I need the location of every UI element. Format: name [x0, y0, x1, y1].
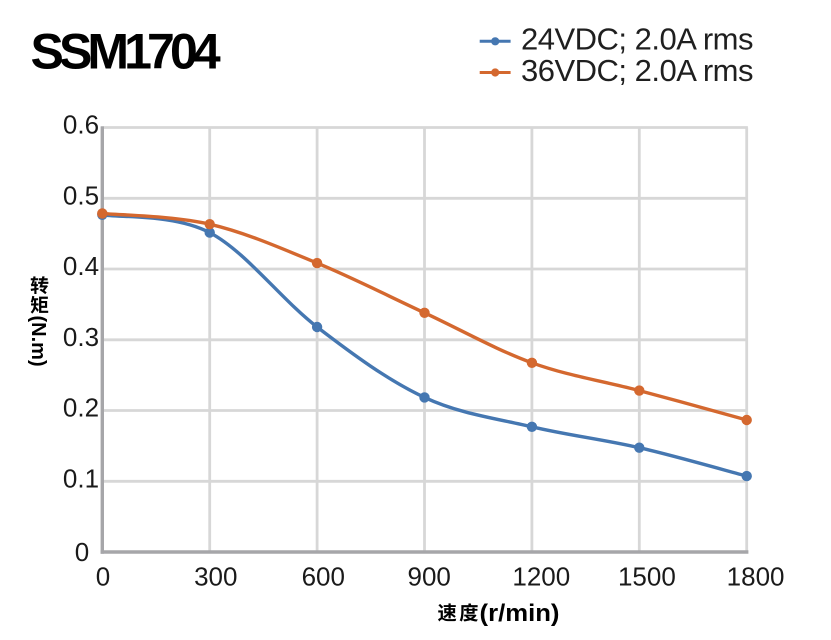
svg-text:(N.m): (N.m): [27, 316, 49, 367]
svg-text:600: 600: [302, 562, 345, 592]
svg-text:1800: 1800: [727, 562, 785, 592]
svg-text:24VDC; 2.0A rms: 24VDC; 2.0A rms: [521, 22, 753, 57]
svg-text:(r/min): (r/min): [480, 600, 560, 627]
svg-text:SSM1704: SSM1704: [31, 24, 221, 80]
svg-text:300: 300: [194, 562, 237, 592]
svg-text:0.3: 0.3: [63, 322, 99, 352]
svg-text:0.6: 0.6: [63, 110, 99, 140]
svg-text:0: 0: [96, 562, 110, 592]
svg-text:1200: 1200: [512, 562, 570, 592]
svg-text:0.5: 0.5: [63, 180, 99, 210]
svg-text:0.4: 0.4: [63, 251, 99, 281]
svg-text:0.2: 0.2: [63, 393, 99, 423]
svg-text:0: 0: [75, 537, 89, 567]
svg-text:1500: 1500: [618, 562, 676, 592]
svg-text:900: 900: [408, 562, 451, 592]
svg-text:0.1: 0.1: [63, 463, 99, 493]
svg-text:36VDC; 2.0A rms: 36VDC; 2.0A rms: [521, 53, 753, 88]
